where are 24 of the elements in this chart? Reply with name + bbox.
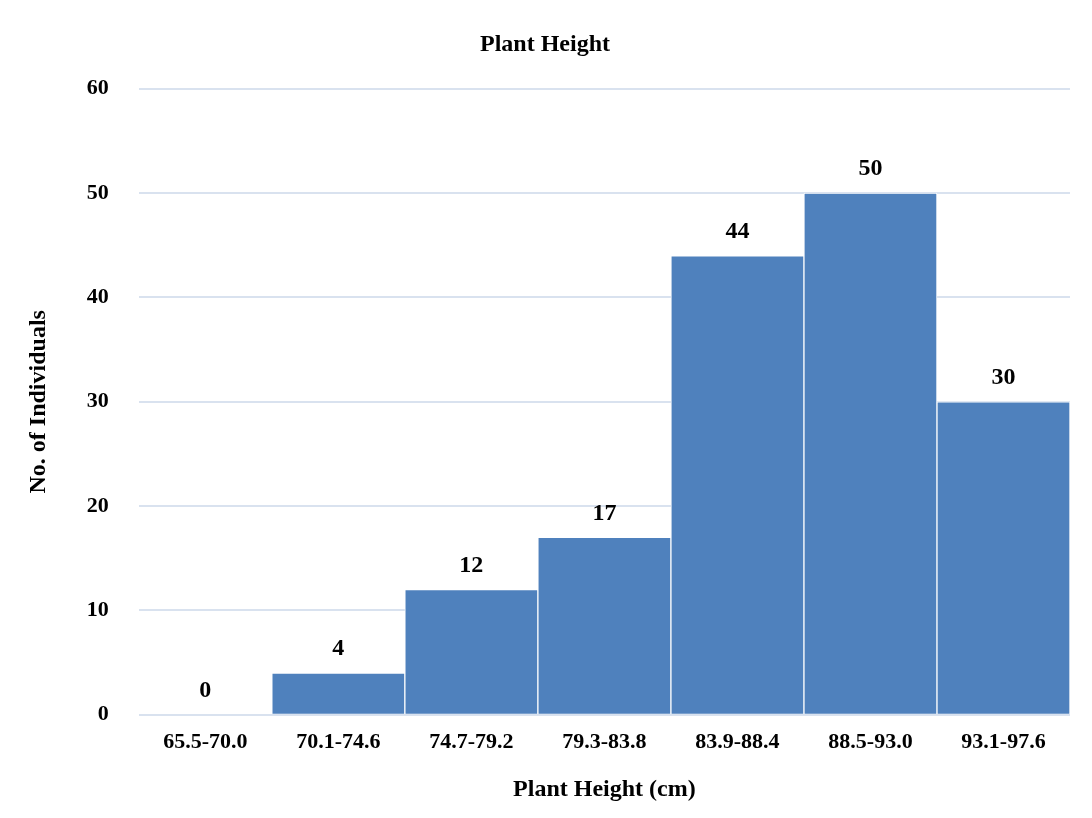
x-axis-title: Plant Height (cm) — [513, 774, 696, 801]
chart-title: Plant Height — [480, 29, 610, 56]
y-tick-label: 10 — [86, 596, 109, 622]
x-tick-label: 65.5-70.0 — [163, 727, 248, 753]
data-label: 50 — [858, 154, 883, 181]
y-tick-label: 60 — [86, 74, 109, 100]
x-tick-label: 83.9-88.4 — [695, 727, 780, 753]
x-tick-label: 88.5-93.0 — [828, 727, 913, 753]
y-tick-label: 30 — [86, 387, 109, 413]
data-label: 17 — [592, 498, 617, 525]
x-tick-label: 74.7-79.2 — [429, 727, 514, 753]
x-tick-label: 79.3-83.8 — [562, 727, 647, 753]
data-label: 12 — [459, 550, 484, 577]
y-tick-label: 20 — [86, 491, 109, 517]
x-tick-label: 70.1-74.6 — [296, 727, 381, 753]
y-tick-label: 50 — [86, 178, 109, 204]
y-axis-title: No. of Individuals — [23, 310, 50, 494]
y-tick-label: 0 — [97, 700, 109, 726]
y-tick-label: 40 — [86, 283, 109, 309]
x-tick-label: 93.1-97.6 — [961, 727, 1046, 753]
data-label: 0 — [199, 676, 212, 702]
data-label: 30 — [991, 363, 1016, 389]
data-label: 4 — [332, 634, 345, 661]
data-label: 44 — [725, 216, 750, 243]
